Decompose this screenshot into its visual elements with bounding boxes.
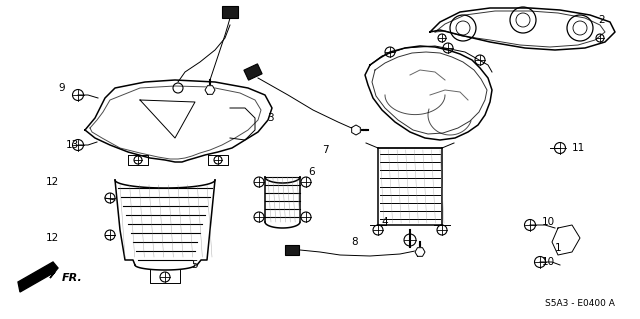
Text: 4: 4 xyxy=(381,217,388,227)
Polygon shape xyxy=(415,248,425,256)
Polygon shape xyxy=(205,86,215,94)
Text: 8: 8 xyxy=(352,237,358,247)
Text: 12: 12 xyxy=(45,233,59,243)
Text: 10: 10 xyxy=(541,217,555,227)
Text: 11: 11 xyxy=(572,143,584,153)
Text: 3: 3 xyxy=(267,113,273,123)
Bar xyxy=(222,6,238,18)
Polygon shape xyxy=(18,262,58,292)
Text: 10: 10 xyxy=(541,257,555,267)
Bar xyxy=(285,245,299,255)
Text: S5A3 - E0400 A: S5A3 - E0400 A xyxy=(545,299,615,308)
Text: 13: 13 xyxy=(65,140,79,150)
Text: 2: 2 xyxy=(598,15,605,25)
Text: 9: 9 xyxy=(59,83,65,93)
Text: 12: 12 xyxy=(45,177,59,187)
Text: 1: 1 xyxy=(555,243,561,253)
Text: 6: 6 xyxy=(308,167,316,177)
Text: FR.: FR. xyxy=(62,273,83,283)
Text: 5: 5 xyxy=(192,260,198,270)
Polygon shape xyxy=(351,125,360,135)
Text: 7: 7 xyxy=(322,145,328,155)
Bar xyxy=(244,64,262,80)
